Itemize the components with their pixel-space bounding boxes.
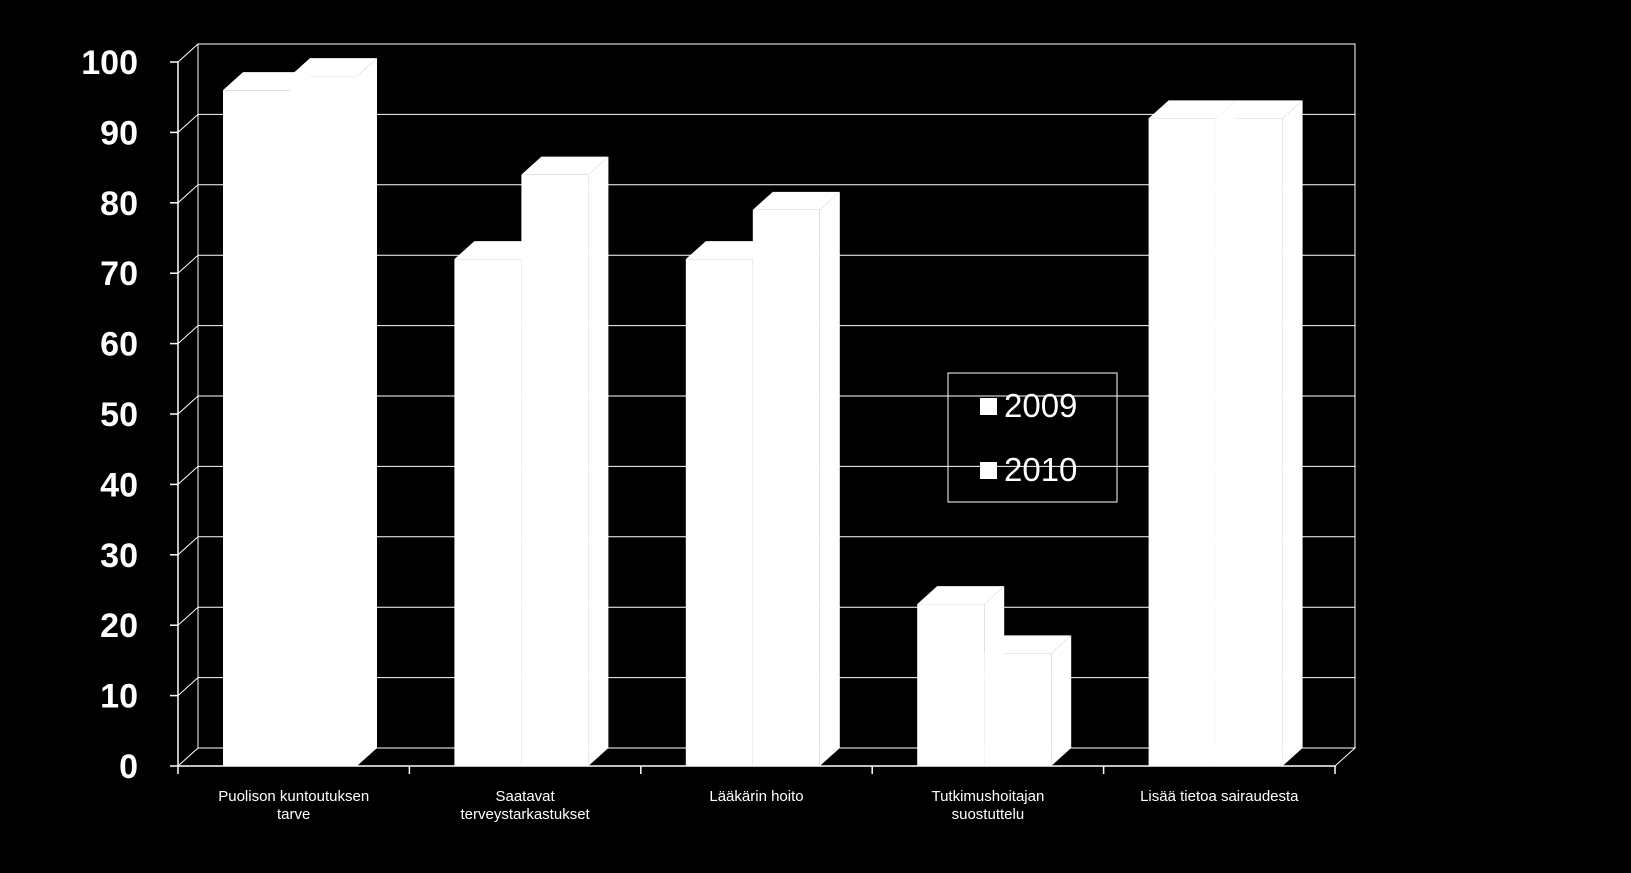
bar-side-face [588, 156, 609, 766]
y-tick-label: 100 [81, 44, 138, 82]
x-tick-label: Lääkärin hoito [709, 788, 803, 805]
bar-front-face [1215, 118, 1283, 766]
bar-top-face [917, 586, 1005, 605]
bar-front-face [521, 174, 589, 766]
y-tick-label: 90 [100, 114, 138, 152]
bar-top-face [1148, 100, 1236, 119]
bar-top-face [223, 72, 310, 91]
legend-swatch-2009 [980, 398, 997, 415]
y-tick-label: 20 [100, 607, 138, 645]
bar-top-face [752, 191, 840, 210]
x-tick-label: Lisää tietoa sairaudesta [1140, 788, 1299, 805]
y-tick-label: 40 [100, 466, 138, 504]
gridline-side [177, 466, 199, 485]
y-tick-label: 50 [100, 396, 138, 434]
bar-front-face [290, 76, 357, 766]
gridline-side [177, 395, 199, 415]
y-tick-label: 0 [119, 748, 138, 786]
bar-top-face [290, 58, 377, 77]
bar-front-face [223, 90, 290, 766]
bar-front-face [454, 259, 522, 766]
y-axis-ticks: 0 10 20 30 40 50 60 70 80 90 100 [81, 44, 138, 786]
bar-2010-3 [984, 635, 1072, 766]
bar-2010-4 [1215, 100, 1303, 766]
bar-front-face [984, 653, 1052, 766]
y-tick-label: 70 [100, 255, 138, 293]
gridline-side [177, 325, 199, 344]
gridline-side [177, 184, 199, 204]
bar-top-face [984, 635, 1072, 654]
legend-label-2009: 2009 [1004, 387, 1077, 424]
legend: 2009 2010 [947, 372, 1118, 503]
x-tick-label: Saatavat terveystarkastukset [460, 788, 590, 823]
x-axis-ticks: Puolison kuntoutuksen tarve Saatavat tervey… [218, 788, 1299, 823]
bar-2010-1 [521, 156, 609, 766]
x-tick-label: Tutkimushoitajan suostuttelu [931, 788, 1044, 823]
bar-2010-0 [290, 58, 377, 766]
y-tick-label: 30 [100, 537, 138, 575]
legend-box [947, 372, 1118, 503]
gridline-side [177, 677, 199, 696]
x-tick-label: Puolison kuntoutuksen tarve [218, 788, 369, 823]
bar-top-face [685, 241, 773, 260]
y-tick-label: 60 [100, 326, 138, 364]
bar-front-face [685, 259, 753, 766]
legend-label-2010: 2010 [1004, 451, 1077, 488]
bar-side-face [819, 191, 840, 767]
gridline-side [177, 114, 199, 133]
gridline-side [177, 43, 199, 63]
bar-top-face [454, 241, 542, 260]
bar-front-face [1148, 118, 1216, 766]
gridline-side [177, 536, 199, 556]
gridline-side [177, 254, 199, 274]
bar-front-face [752, 209, 820, 767]
bar-side-face [357, 58, 377, 766]
bar-side-face [1282, 100, 1303, 766]
bar-side-face [1051, 635, 1072, 766]
legend-swatch-2010 [980, 462, 997, 479]
y-tick-label: 10 [100, 678, 138, 716]
bar-2010-2 [752, 191, 840, 767]
bar-top-face [521, 156, 609, 175]
bar-front-face [917, 604, 985, 766]
y-tick-label: 80 [100, 185, 138, 223]
gridline-side [177, 606, 199, 626]
bar-top-face [1215, 100, 1303, 119]
bars [223, 58, 1303, 767]
